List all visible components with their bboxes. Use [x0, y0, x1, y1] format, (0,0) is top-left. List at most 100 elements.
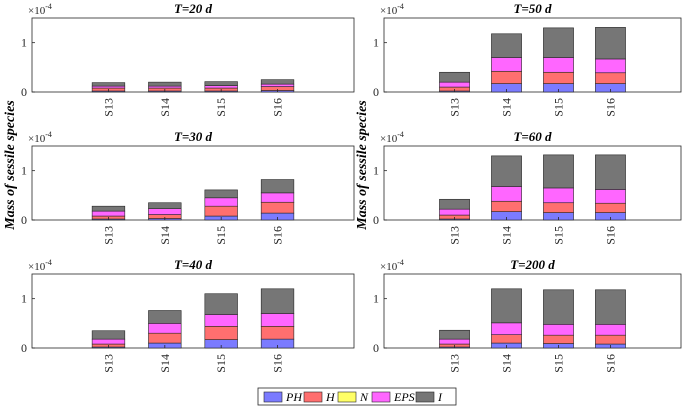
axes-frame [31, 17, 355, 93]
bar-eps-s14 [148, 323, 182, 334]
axes-frame [31, 145, 355, 221]
bar-eps-s13 [91, 210, 126, 217]
legend-swatch-eps [371, 391, 391, 403]
exponent-power: -4 [397, 130, 404, 139]
bar-eps-s13 [439, 208, 470, 216]
bar-i-s16 [260, 79, 295, 85]
panel-title: T=50 d [513, 1, 552, 16]
bar-eps-s14 [491, 322, 522, 335]
xtick-label: S16 [271, 354, 285, 373]
exponent-power: -4 [45, 258, 52, 267]
legend-label-ph: PH [285, 390, 303, 404]
bar-i-s13 [439, 329, 470, 340]
ytick-label: 0 [373, 341, 379, 355]
axes-frame [383, 145, 682, 221]
bar-eps-s15 [204, 197, 238, 207]
exponent-power: -4 [45, 130, 52, 139]
bar-h-s16 [260, 201, 295, 214]
bar-i-s14 [148, 310, 182, 324]
bar-eps-s16 [260, 192, 295, 203]
legend-swatch-ph [263, 391, 283, 403]
bar-i-s15 [543, 154, 574, 189]
bar-h-s14 [491, 70, 522, 84]
axes-frame [383, 17, 682, 93]
bar-i-s14 [148, 202, 182, 209]
bar-i-s15 [543, 289, 574, 325]
xtick-label: S15 [551, 354, 565, 373]
bar-i-s13 [439, 198, 470, 210]
bar-h-s16 [595, 72, 626, 84]
bar-h-s16 [260, 325, 295, 340]
bar-eps-s16 [595, 189, 626, 204]
panel-5: T=40 d ×10-4 0 1 S13 S14 S15 S16 [21, 257, 355, 373]
exponent-label: ×10-4 [28, 258, 52, 273]
bar-i-s14 [491, 33, 522, 58]
xtick-label: S13 [101, 354, 115, 373]
bar-i-s13 [91, 205, 126, 212]
xtick-label: S15 [551, 226, 565, 245]
bar-h-s15 [543, 334, 574, 344]
legend-label-h: H [325, 390, 336, 404]
legend-swatch-n [337, 391, 357, 403]
xtick-label: S14 [500, 354, 514, 373]
xtick-label: S13 [101, 226, 115, 245]
bar-h-s15 [204, 205, 238, 217]
xtick-label: S13 [448, 354, 462, 373]
bar-eps-s15 [543, 187, 574, 204]
bar-i-s16 [260, 179, 295, 194]
exponent-label: ×10-4 [380, 2, 404, 17]
exponent-power: -4 [397, 258, 404, 267]
bar-i-s15 [204, 81, 238, 86]
xtick-label: S15 [214, 226, 228, 245]
bar-eps-s15 [204, 314, 238, 327]
panels: T=20 d ×10-4 0 1 S13 S14 S15 S16 T=50 d ×10-4 0 1 S1… [21, 1, 682, 373]
bar-eps-s14 [148, 208, 182, 215]
bar-i-s16 [595, 154, 626, 190]
bar-i-s14 [491, 288, 522, 324]
xtick-label: S16 [603, 226, 617, 245]
ytick-label: 1 [373, 164, 379, 178]
legend-label-n: N [359, 390, 369, 404]
bar-h-s14 [491, 200, 522, 212]
bar-eps-s16 [595, 58, 626, 74]
bar-i-s14 [148, 81, 182, 87]
panel-title: T=30 d [174, 129, 213, 144]
exponent-label: ×10-4 [28, 130, 52, 145]
bar-i-s14 [491, 155, 522, 187]
xtick-label: S15 [214, 98, 228, 117]
xtick-label: S15 [214, 354, 228, 373]
ytick-label: 1 [21, 164, 27, 178]
bar-i-s13 [91, 330, 126, 340]
panel-title: T=40 d [174, 257, 213, 272]
ytick-label: 1 [21, 292, 27, 306]
bar-i-s13 [91, 82, 126, 87]
bar-h-s15 [543, 71, 574, 84]
bar-i-s13 [439, 71, 470, 83]
bar-h-s15 [204, 325, 238, 340]
ylabel-right: Mass of sessile species [355, 100, 370, 231]
bar-h-s16 [595, 202, 626, 213]
axes-frame [31, 273, 355, 349]
bar-h-s16 [595, 334, 626, 345]
bar-i-s15 [204, 189, 238, 199]
bar-eps-s13 [91, 338, 126, 345]
exponent-power: -4 [45, 2, 52, 11]
bar-eps-s16 [260, 83, 295, 87]
ytick-label: 0 [373, 85, 379, 99]
xtick-label: S14 [158, 354, 172, 373]
ytick-label: 0 [21, 85, 27, 99]
xtick-label: S13 [101, 98, 115, 117]
ytick-label: 1 [373, 36, 379, 50]
bar-eps-s14 [491, 57, 522, 72]
ytick-label: 0 [373, 213, 379, 227]
xtick-label: S13 [448, 226, 462, 245]
bar-eps-s16 [260, 313, 295, 327]
ytick-label: 0 [21, 213, 27, 227]
panel-4: T=60 d ×10-4 0 1 S13 S14 S15 S16 [373, 129, 682, 245]
exponent-label: ×10-4 [380, 130, 404, 145]
legend-swatch-h [303, 391, 323, 403]
bar-eps-s15 [543, 324, 574, 336]
bar-i-s16 [595, 289, 626, 325]
xtick-label: S16 [271, 226, 285, 245]
axes-frame [383, 273, 682, 349]
